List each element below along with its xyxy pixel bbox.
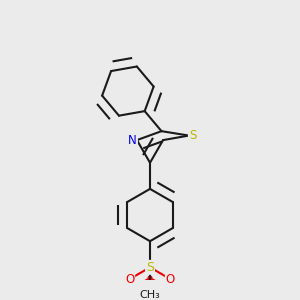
Text: CH₃: CH₃ xyxy=(140,290,160,300)
Text: O: O xyxy=(125,273,134,286)
Text: S: S xyxy=(189,129,196,142)
Text: O: O xyxy=(166,273,175,286)
Text: N: N xyxy=(128,134,137,147)
Text: S: S xyxy=(146,261,154,274)
